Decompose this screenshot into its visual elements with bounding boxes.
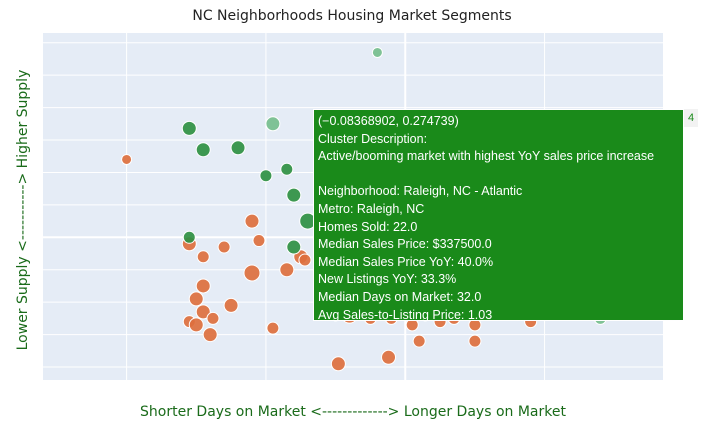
chart-title: NC Neighborhoods Housing Market Segments [192, 8, 512, 24]
tooltip-cluster-heading: Cluster Description: [318, 131, 428, 146]
scatter-point-green[interactable] [286, 239, 302, 255]
hover-tooltip: (−0.08368902, 0.274739) Cluster Descript… [313, 109, 684, 322]
scatter-point-green[interactable] [182, 230, 196, 244]
scatter-point-orange[interactable] [243, 264, 261, 282]
x-axis-label: Shorter Days on Market <-------------> L… [140, 404, 566, 420]
tooltip-cluster-tag: 4 [684, 109, 698, 127]
scatter-point-orange[interactable] [195, 278, 211, 294]
scatter-point-orange[interactable] [217, 240, 231, 254]
scatter-point-green[interactable] [280, 162, 294, 176]
tooltip-neighborhood: Neighborhood: Raleigh, NC - Atlantic [318, 184, 523, 199]
scatter-point-orange[interactable] [121, 153, 133, 165]
scatter-point-orange[interactable] [266, 321, 280, 335]
tooltip-median-sales-price-yoy: Median Sales Price YoY: 40.0% [318, 254, 494, 269]
tooltip-new-listings-yoy: New Listings YoY: 33.3% [318, 272, 457, 287]
scatter-point-orange[interactable] [298, 253, 312, 267]
scatter-point-orange[interactable] [244, 213, 260, 229]
scatter-point-green[interactable] [181, 120, 197, 136]
scatter-point-orange[interactable] [202, 327, 218, 343]
scatter-point-light-green[interactable] [265, 116, 281, 132]
scatter-point-orange[interactable] [196, 250, 210, 264]
scatter-point-orange[interactable] [252, 234, 266, 248]
tooltip-spacer [318, 166, 679, 184]
scatter-point-orange[interactable] [188, 317, 204, 333]
scatter-point-orange[interactable] [279, 262, 295, 278]
scatter-point-green[interactable] [195, 142, 211, 158]
scatter-point-light-green[interactable] [371, 46, 383, 58]
tooltip-sales-to-listing: Avg Sales-to-Listing Price: 1.03 [318, 307, 493, 322]
tooltip-coordinates: (−0.08368902, 0.274739) [318, 114, 459, 128]
scatter-point-orange[interactable] [195, 304, 211, 320]
scatter-point-orange[interactable] [381, 349, 397, 365]
scatter-point-green[interactable] [259, 169, 273, 183]
tooltip-median-sales-price: Median Sales Price: $337500.0 [318, 237, 492, 252]
scatter-point-orange[interactable] [223, 297, 239, 313]
scatter-point-orange[interactable] [330, 356, 346, 372]
scatter-point-orange[interactable] [188, 291, 204, 307]
scatter-point-orange[interactable] [468, 334, 482, 348]
scatter-point-orange[interactable] [206, 311, 220, 325]
scatter-point-green[interactable] [286, 187, 302, 203]
tooltip-metro: Metro: Raleigh, NC [318, 201, 425, 216]
tooltip-median-days-on-market: Median Days on Market: 32.0 [318, 289, 482, 304]
tooltip-homes-sold: Homes Sold: 22.0 [318, 219, 418, 234]
scatter-point-orange[interactable] [412, 334, 426, 348]
y-axis-label: Lower Supply <-----------> Higher Supply [15, 69, 31, 351]
scatter-point-green[interactable] [230, 140, 246, 156]
tooltip-cluster-description: Active/booming market with highest YoY s… [318, 149, 655, 164]
